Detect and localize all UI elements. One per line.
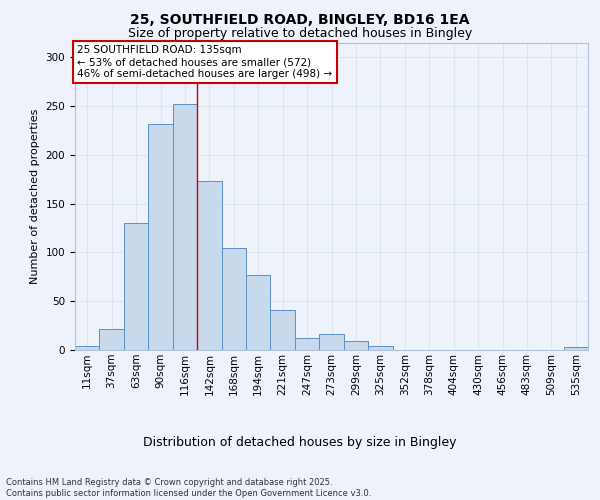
Y-axis label: Number of detached properties: Number of detached properties [30,108,40,284]
Bar [221,248,246,350]
Bar [148,124,173,350]
Text: Size of property relative to detached houses in Bingley: Size of property relative to detached ho… [128,28,472,40]
Bar [271,310,295,350]
Text: Contains HM Land Registry data © Crown copyright and database right 2025.
Contai: Contains HM Land Registry data © Crown c… [6,478,371,498]
Bar [197,181,221,350]
Bar [295,338,319,350]
Bar [563,347,588,350]
Bar [344,341,368,350]
Bar [246,275,271,350]
Bar [75,346,100,350]
Bar [100,328,124,350]
Bar [368,346,392,350]
Bar [124,223,148,350]
Text: 25, SOUTHFIELD ROAD, BINGLEY, BD16 1EA: 25, SOUTHFIELD ROAD, BINGLEY, BD16 1EA [130,12,470,26]
Text: 25 SOUTHFIELD ROAD: 135sqm
← 53% of detached houses are smaller (572)
46% of sem: 25 SOUTHFIELD ROAD: 135sqm ← 53% of deta… [77,46,332,78]
Text: Distribution of detached houses by size in Bingley: Distribution of detached houses by size … [143,436,457,449]
Bar [173,104,197,350]
Bar [319,334,344,350]
